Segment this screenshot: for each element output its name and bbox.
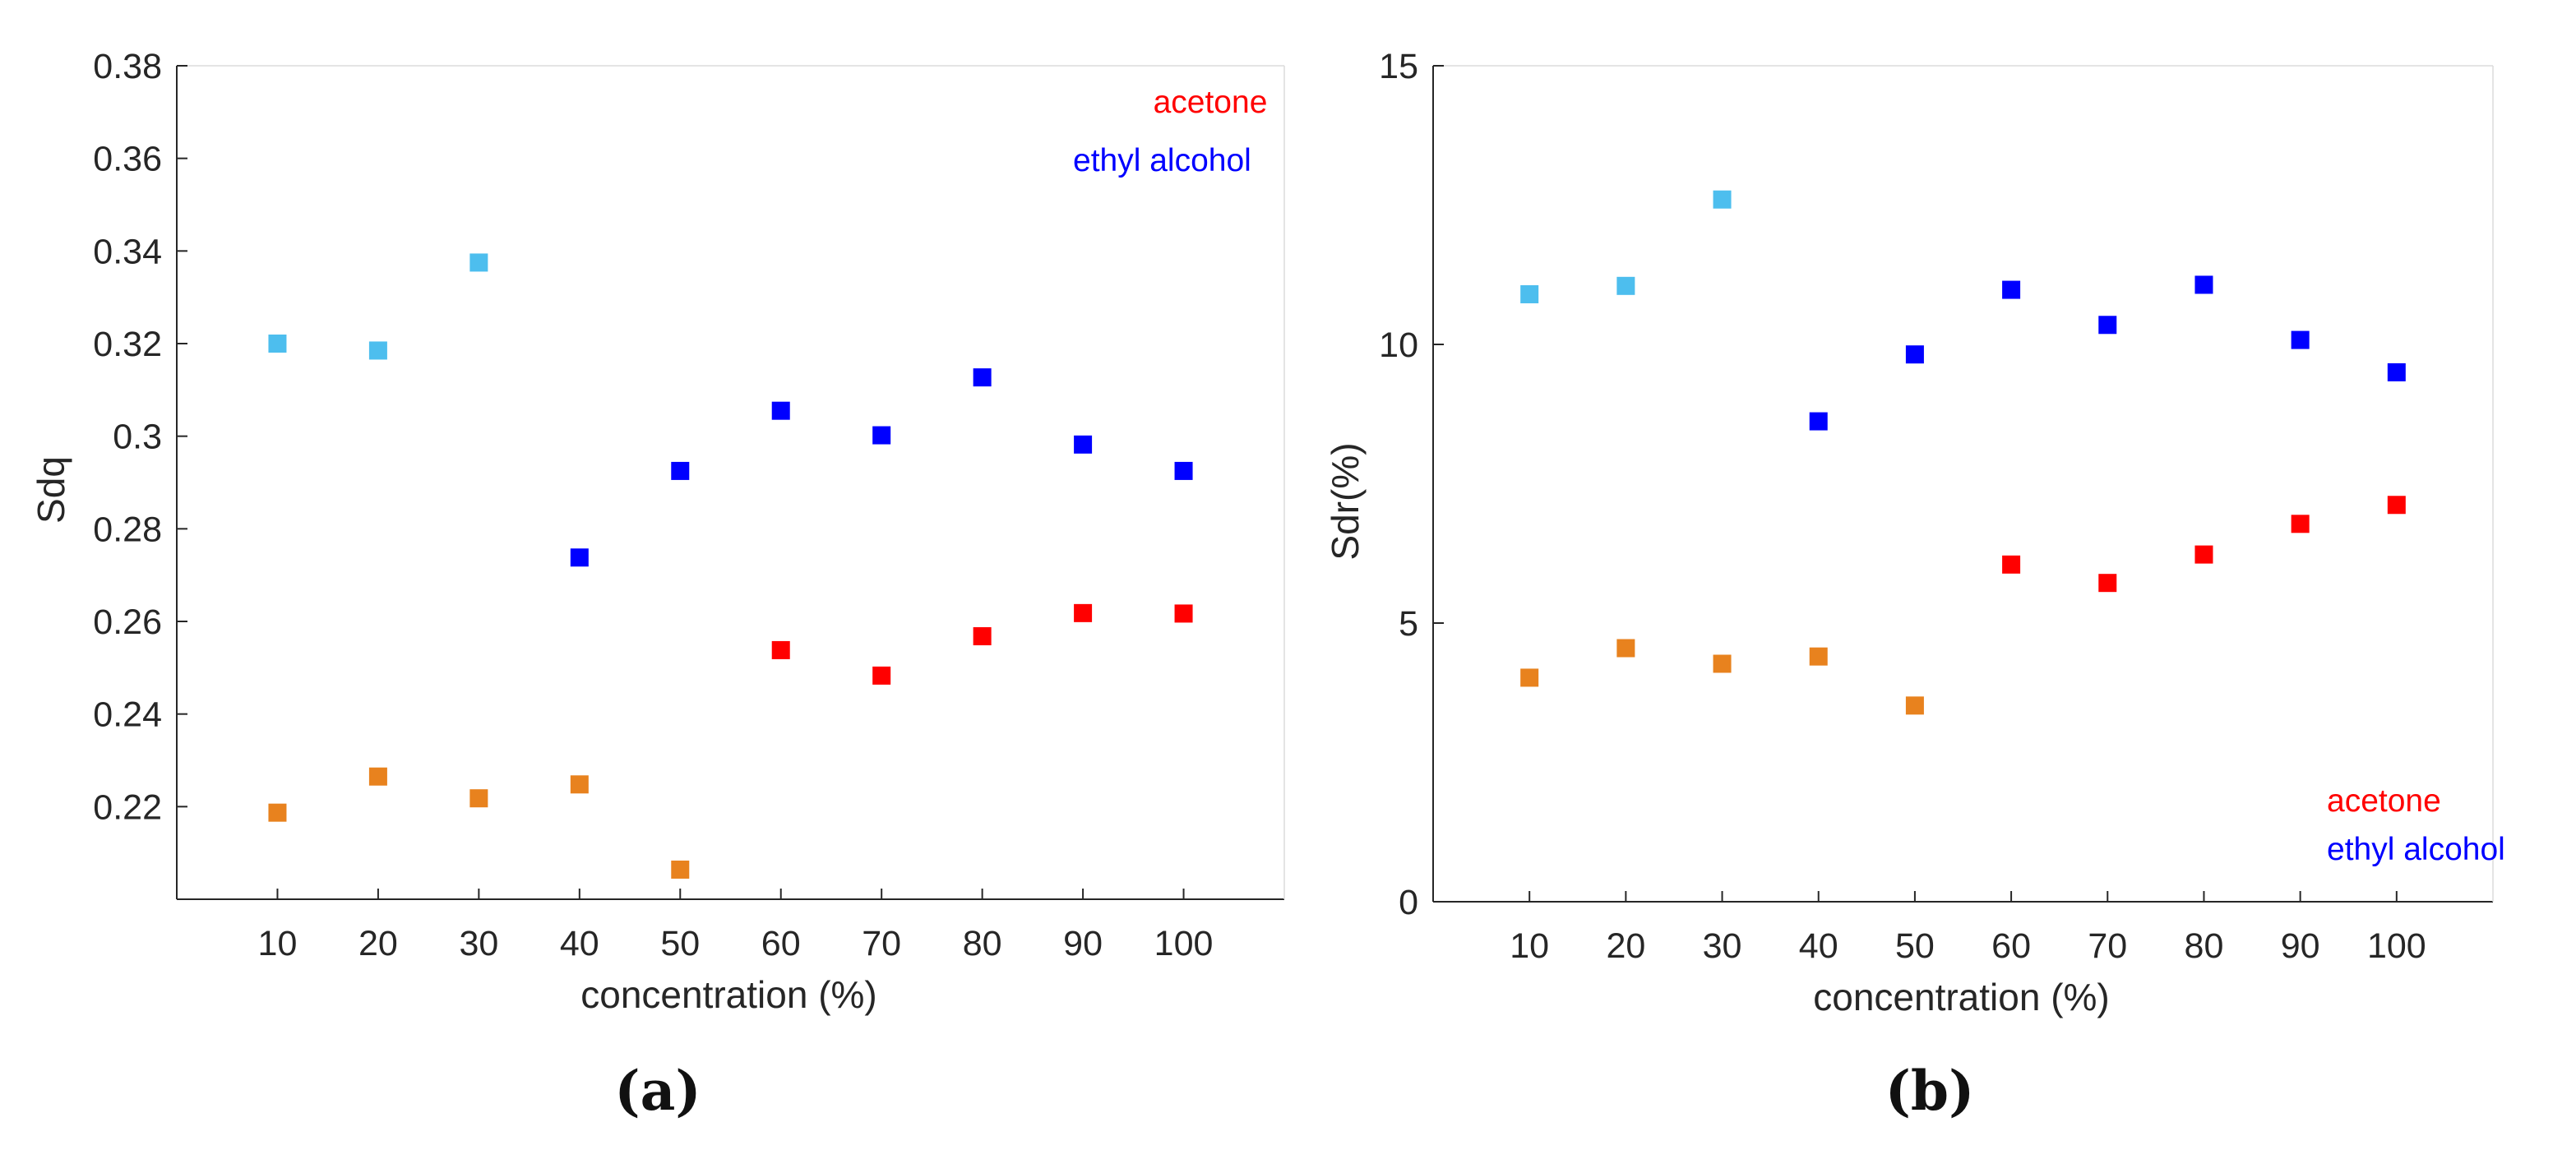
y-tick-label: 0.28 xyxy=(93,510,162,549)
data-point xyxy=(2291,330,2310,349)
data-point xyxy=(1809,412,1828,431)
x-axis-label: concentration (%) xyxy=(580,973,877,1016)
x-tick-label: 80 xyxy=(2185,926,2224,966)
data-point xyxy=(2194,545,2213,564)
x-axis-label: concentration (%) xyxy=(1813,976,2110,1018)
legend-entry-ethyl-alcohol: ethyl alcohol xyxy=(1073,143,1251,178)
data-point xyxy=(1174,461,1193,480)
x-tick-label: 100 xyxy=(2367,926,2426,966)
y-tick-label: 0.34 xyxy=(93,232,162,271)
y-tick-label: 0.22 xyxy=(93,787,162,827)
x-tick-label: 40 xyxy=(560,924,599,963)
y-tick-label: 10 xyxy=(1379,326,1418,365)
y-tick-label: 0.3 xyxy=(113,418,162,457)
data-point xyxy=(973,627,992,646)
data-point xyxy=(1616,639,1635,658)
data-point xyxy=(2098,316,2117,335)
data-point xyxy=(570,548,589,567)
data-point xyxy=(771,640,790,659)
data-point xyxy=(872,666,891,685)
x-tick-label: 80 xyxy=(963,924,1002,963)
data-point xyxy=(1074,435,1093,454)
legend-entry-acetone: acetone xyxy=(1154,85,1268,120)
data-point xyxy=(1713,654,1732,673)
data-point xyxy=(368,767,387,786)
data-point xyxy=(268,335,287,353)
data-point xyxy=(368,341,387,360)
data-point xyxy=(1809,647,1828,666)
y-tick-label: 0.24 xyxy=(93,695,162,735)
data-point xyxy=(1520,284,1539,303)
data-point xyxy=(469,789,488,808)
x-tick-label: 10 xyxy=(1510,926,1549,966)
data-point xyxy=(1074,603,1093,622)
x-tick-label: 50 xyxy=(660,924,700,963)
panel-caption: (b) xyxy=(1885,1059,1975,1123)
data-point xyxy=(2387,362,2406,381)
y-tick-label: 0 xyxy=(1399,883,1418,922)
data-point xyxy=(2002,555,2021,574)
panel-caption: (a) xyxy=(614,1059,701,1123)
data-point xyxy=(2002,280,2021,299)
data-point xyxy=(1616,276,1635,295)
data-point xyxy=(2098,574,2117,593)
data-point xyxy=(671,461,690,480)
data-point xyxy=(2194,275,2213,294)
x-tick-label: 20 xyxy=(358,924,398,963)
chart-panel-b: 0 5 10 15 10 20 30 40 50 60 70 80 90 100 concentration… xyxy=(1324,47,2505,1123)
y-tick-label: 0.36 xyxy=(93,140,162,179)
x-tick-label: 30 xyxy=(459,924,498,963)
x-tick-label: 10 xyxy=(258,924,298,963)
data-point xyxy=(570,775,589,794)
data-point xyxy=(973,368,992,387)
data-point xyxy=(1905,345,1924,364)
data-point xyxy=(2387,496,2406,515)
data-point xyxy=(1905,696,1924,715)
x-tick-label: 50 xyxy=(1895,926,1935,966)
y-axis-label: Sdq xyxy=(30,456,72,524)
data-point xyxy=(469,253,488,272)
data-point xyxy=(1174,604,1193,623)
legend-entry-ethyl-alcohol: ethyl alcohol xyxy=(2327,832,2505,867)
x-tick-label: 70 xyxy=(2088,926,2127,966)
x-tick-label: 70 xyxy=(862,924,901,963)
data-point xyxy=(872,426,891,445)
data-point xyxy=(771,401,790,420)
x-tick-label: 60 xyxy=(761,924,801,963)
data-point xyxy=(671,860,690,879)
x-tick-label: 20 xyxy=(1606,926,1645,966)
y-tick-label: 15 xyxy=(1379,47,1418,86)
data-point xyxy=(1520,668,1539,687)
x-tick-label: 90 xyxy=(2281,926,2320,966)
x-tick-label: 100 xyxy=(1154,924,1214,963)
x-tick-label: 30 xyxy=(1703,926,1742,966)
data-point xyxy=(1713,190,1732,209)
y-tick-label: 5 xyxy=(1399,604,1418,644)
data-point xyxy=(268,803,287,822)
chart-panel-a: 0.22 0.24 0.26 0.28 0.3 0.32 0.34 0.36 0.38 10 20 3… xyxy=(30,47,1285,1123)
legend-entry-acetone: acetone xyxy=(2327,783,2441,819)
y-tick-label: 0.26 xyxy=(93,603,162,642)
y-axis-label: Sdr(%) xyxy=(1324,442,1367,560)
y-tick-label: 0.38 xyxy=(93,47,162,86)
x-tick-label: 60 xyxy=(1991,926,2031,966)
x-tick-label: 40 xyxy=(1799,926,1838,966)
x-tick-label: 90 xyxy=(1063,924,1103,963)
y-tick-label: 0.32 xyxy=(93,325,162,364)
data-point xyxy=(2291,515,2310,533)
